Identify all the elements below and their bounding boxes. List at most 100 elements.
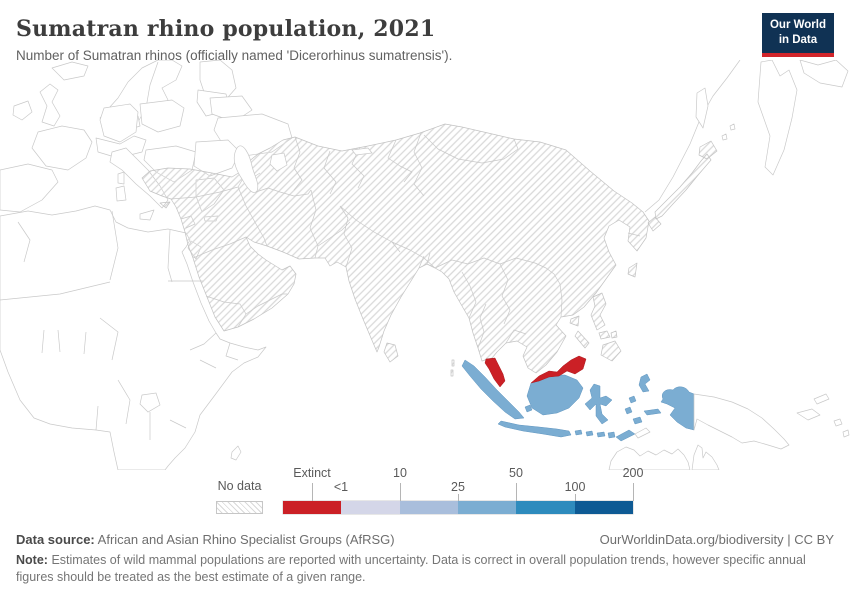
new-ireland xyxy=(813,393,830,405)
legend-bin-3 xyxy=(457,501,517,514)
lake-victoria xyxy=(139,392,161,413)
data-source-line: Data source: African and Asian Rhino Spe… xyxy=(16,532,395,547)
legend-bin-0 xyxy=(283,501,342,514)
papua-new-guinea xyxy=(693,393,790,450)
hainan xyxy=(569,315,580,327)
timor-west xyxy=(615,429,636,442)
bangka xyxy=(524,404,533,413)
timor-east xyxy=(634,427,651,439)
new-britain xyxy=(796,408,821,421)
aral-sea xyxy=(269,152,288,172)
philippines-luzon xyxy=(590,292,607,331)
sri-lanka xyxy=(383,342,399,363)
cape-york xyxy=(691,444,720,470)
country-spain xyxy=(0,163,59,213)
asia-mainland xyxy=(141,123,650,374)
japan-hokkaido xyxy=(698,140,718,160)
legend-no-data-label: No data xyxy=(217,479,262,493)
taiwan xyxy=(627,262,638,278)
corsica xyxy=(117,171,125,185)
owid-logo-line1: Our World xyxy=(769,19,826,31)
data-source-label: Data source: xyxy=(16,532,95,547)
note-label: Note: xyxy=(16,553,48,567)
java xyxy=(497,420,572,438)
solomon-islands xyxy=(833,418,850,438)
region-oceania xyxy=(608,393,850,470)
west-papua xyxy=(660,386,695,431)
lake-balkhash xyxy=(351,147,373,156)
japan-honshu xyxy=(654,153,712,220)
philippines-palawan xyxy=(574,330,590,349)
philippines-visayas xyxy=(598,330,618,340)
legend-no-data-swatch xyxy=(216,501,263,514)
legend-tick-label: 100 xyxy=(564,480,586,494)
region-europe xyxy=(0,60,293,222)
halmahera xyxy=(638,373,651,393)
chukotka xyxy=(799,60,849,88)
data-source-value: African and Asian Rhino Specialist Group… xyxy=(97,532,395,547)
border-norway-sweden xyxy=(145,61,159,109)
country-ireland xyxy=(12,100,33,121)
legend-bin-1 xyxy=(341,501,400,514)
madagascar-tip xyxy=(230,445,242,461)
legend-bin-2 xyxy=(399,501,458,514)
africa-mainland xyxy=(0,205,267,470)
legend-color-bar xyxy=(283,501,633,514)
lesser-sunda-islands xyxy=(574,429,616,439)
legend-tick-label: <1 xyxy=(333,480,349,494)
chart-subtitle: Number of Sumatran rhinos (officially na… xyxy=(16,48,453,63)
region-asia-no-data xyxy=(141,123,718,377)
country-germany xyxy=(99,103,139,143)
legend-tick-label: 50 xyxy=(509,466,523,480)
country-iceland xyxy=(51,61,89,81)
maluku-islands xyxy=(624,395,662,425)
australia-north-coast xyxy=(608,446,691,470)
legend-tick-mark xyxy=(516,483,517,501)
andaman-islands xyxy=(450,359,455,377)
kuril-islands xyxy=(721,123,736,141)
alpine-countries xyxy=(95,135,147,159)
legend-tick-label: 25 xyxy=(451,480,465,494)
russia-pacific-coast xyxy=(644,60,741,213)
sumatra xyxy=(461,359,525,420)
note-body: Estimates of wild mammal populations are… xyxy=(16,553,806,584)
country-malaysia[interactable] xyxy=(484,355,587,388)
sakhalin xyxy=(695,87,709,129)
page-title: Sumatran rhino population, 2021 xyxy=(16,16,436,42)
peninsular-malaysia xyxy=(484,357,506,388)
world-map xyxy=(0,60,850,470)
cyprus xyxy=(159,201,171,209)
caspian-sea xyxy=(234,145,259,193)
legend-tick-mark xyxy=(575,494,576,501)
legend-tick-mark xyxy=(312,483,313,501)
kamchatka xyxy=(757,60,798,176)
owid-logo-line2: in Data xyxy=(778,33,818,46)
sulawesi xyxy=(584,383,613,425)
owid-logo[interactable]: Our World in Data xyxy=(761,13,834,57)
region-africa xyxy=(0,205,267,470)
legend-tick-label: 200 xyxy=(622,466,644,480)
country-romania xyxy=(193,139,241,177)
sabah-sarawak xyxy=(530,355,587,384)
sardinia xyxy=(115,185,127,202)
philippines-mindanao xyxy=(600,340,622,362)
asia-borders xyxy=(170,132,641,349)
country-france xyxy=(31,125,93,171)
africa-borders xyxy=(0,210,239,440)
country-indonesia[interactable] xyxy=(461,359,695,442)
note-text: Note: Estimates of wild mammal populatio… xyxy=(16,552,828,586)
legend-tick-mark xyxy=(400,483,401,501)
country-poland xyxy=(139,99,185,133)
country-uk xyxy=(39,83,61,127)
japan-kyushu xyxy=(647,216,662,232)
sicily xyxy=(139,209,155,221)
legend-tick-label: 10 xyxy=(393,466,407,480)
legend-tick-mark xyxy=(633,483,634,501)
legend-bin-5 xyxy=(574,501,633,514)
legend-bin-4 xyxy=(516,501,575,514)
legend-tick-mark xyxy=(458,494,459,501)
legend-tick-label: Extinct xyxy=(293,466,331,480)
region-russia xyxy=(644,60,849,213)
attribution-link[interactable]: OurWorldinData.org/biodiversity | CC BY xyxy=(599,532,834,547)
